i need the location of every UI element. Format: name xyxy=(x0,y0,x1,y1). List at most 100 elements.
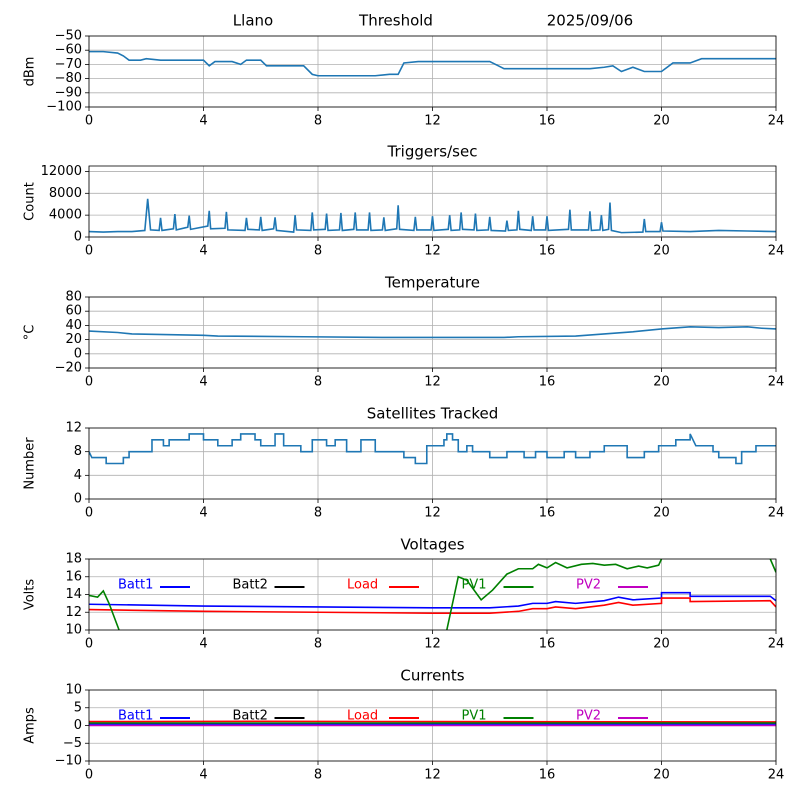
station-label: Llano xyxy=(233,12,273,30)
x-tick-label: 0 xyxy=(85,375,93,390)
y-tick-label: 60 xyxy=(65,304,82,319)
x-tick-label: 12 xyxy=(424,375,441,390)
y-axis-label: Amps xyxy=(23,707,38,744)
y-tick-label: −5 xyxy=(63,736,82,751)
y-tick-label: 20 xyxy=(65,332,82,347)
panel: 0 4 8 12 16 20 24 0 4000 8000 12000 Triggers/sec Cou… xyxy=(23,143,785,259)
y-tick-label: −50 xyxy=(55,29,82,44)
x-tick-label: 4 xyxy=(199,375,207,390)
y-tick-label: 8000 xyxy=(49,186,82,201)
x-tick-label: 12 xyxy=(424,768,441,783)
chart-title: Temperature xyxy=(384,274,480,292)
x-tick-label: 8 xyxy=(314,637,322,652)
x-tick-label: 8 xyxy=(314,375,322,390)
x-tick-label: 4 xyxy=(199,244,207,259)
x-tick-label: 24 xyxy=(768,114,785,129)
x-tick-label: 12 xyxy=(424,114,441,129)
y-tick-label: 80 xyxy=(65,290,82,305)
chart-title: Satellites Tracked xyxy=(367,405,498,423)
axes-frame xyxy=(88,558,777,631)
chart-title: Currents xyxy=(400,667,464,685)
x-tick-label: 8 xyxy=(314,506,322,521)
x-tick-label: 24 xyxy=(768,506,785,521)
x-tick-label: 16 xyxy=(539,244,556,259)
legend-label: Batt2 xyxy=(233,709,268,724)
y-tick-label: 40 xyxy=(65,318,82,333)
x-tick-label: 16 xyxy=(539,114,556,129)
x-tick-label: 0 xyxy=(85,114,93,129)
x-tick-label: 12 xyxy=(424,637,441,652)
legend-label: PV1 xyxy=(462,709,487,724)
panel: 0 4 8 12 16 20 24 0 4 8 12 Satellites Tracked Number xyxy=(23,405,785,521)
x-tick-label: 24 xyxy=(768,768,785,783)
y-tick-label: 8 xyxy=(74,444,82,459)
y-tick-label: 4000 xyxy=(49,208,82,223)
series-line xyxy=(89,326,776,339)
y-tick-label: −70 xyxy=(55,57,82,72)
x-tick-label: 20 xyxy=(653,506,670,521)
legend-label: Batt2 xyxy=(233,578,268,593)
y-axis-label: Volts xyxy=(23,579,38,611)
y-tick-label: 0 xyxy=(74,718,82,733)
chart-title: Triggers/sec xyxy=(387,143,478,161)
series-line xyxy=(89,198,776,234)
axes-frame xyxy=(88,689,777,762)
series-line xyxy=(89,720,776,723)
series-line xyxy=(89,597,776,614)
series-line xyxy=(89,591,776,609)
axes-frame xyxy=(88,35,777,108)
x-tick-label: 8 xyxy=(314,768,322,783)
y-tick-label: −20 xyxy=(55,361,82,376)
series-line xyxy=(89,50,776,77)
x-tick-label: 20 xyxy=(653,375,670,390)
x-tick-label: 16 xyxy=(539,375,556,390)
axes-frame xyxy=(88,165,777,238)
y-tick-label: 14 xyxy=(65,587,82,602)
x-tick-label: 4 xyxy=(199,637,207,652)
legend-label: Batt1 xyxy=(118,709,153,724)
y-tick-label: 0 xyxy=(74,346,82,361)
x-tick-label: 0 xyxy=(85,244,93,259)
y-tick-label: −60 xyxy=(55,43,82,58)
y-tick-label: 0 xyxy=(74,230,82,245)
x-tick-label: 20 xyxy=(653,637,670,652)
x-tick-label: 24 xyxy=(768,375,785,390)
chart-title: Threshold xyxy=(358,12,433,30)
series-line xyxy=(89,559,776,630)
axes-frame xyxy=(88,296,777,369)
x-tick-label: 8 xyxy=(314,114,322,129)
legend-label: Load xyxy=(347,709,378,724)
y-tick-label: −90 xyxy=(55,85,82,100)
y-axis-label: °C xyxy=(23,325,38,341)
x-tick-label: 24 xyxy=(768,637,785,652)
legend-label: Load xyxy=(347,578,378,593)
y-tick-label: 12000 xyxy=(41,164,82,179)
y-axis-label: Count xyxy=(23,182,38,221)
panel: 0 4 8 12 16 20 24 −10 −5 0 5 10 Currents Amps Batt1 Bat… xyxy=(23,667,785,783)
axes-frame xyxy=(88,427,777,500)
x-tick-label: 8 xyxy=(314,244,322,259)
y-tick-label: 16 xyxy=(65,569,82,584)
date-label: 2025/09/06 xyxy=(547,12,633,30)
x-tick-label: 12 xyxy=(424,244,441,259)
x-tick-label: 16 xyxy=(539,506,556,521)
x-tick-label: 0 xyxy=(85,637,93,652)
x-tick-label: 20 xyxy=(653,244,670,259)
x-tick-label: 24 xyxy=(768,244,785,259)
y-tick-label: 12 xyxy=(65,421,82,436)
x-tick-label: 4 xyxy=(199,768,207,783)
y-tick-label: 0 xyxy=(74,492,82,507)
legend-label: PV1 xyxy=(462,578,487,593)
y-axis-label: Number xyxy=(23,437,38,490)
x-tick-label: 4 xyxy=(199,114,207,129)
y-tick-label: 10 xyxy=(65,623,82,638)
x-tick-label: 12 xyxy=(424,506,441,521)
legend-label: PV2 xyxy=(576,578,601,593)
x-tick-label: 20 xyxy=(653,114,670,129)
y-axis-label: dBm xyxy=(23,57,38,87)
legend-label: PV2 xyxy=(576,709,601,724)
x-tick-label: 4 xyxy=(199,506,207,521)
y-tick-label: 4 xyxy=(74,468,82,483)
